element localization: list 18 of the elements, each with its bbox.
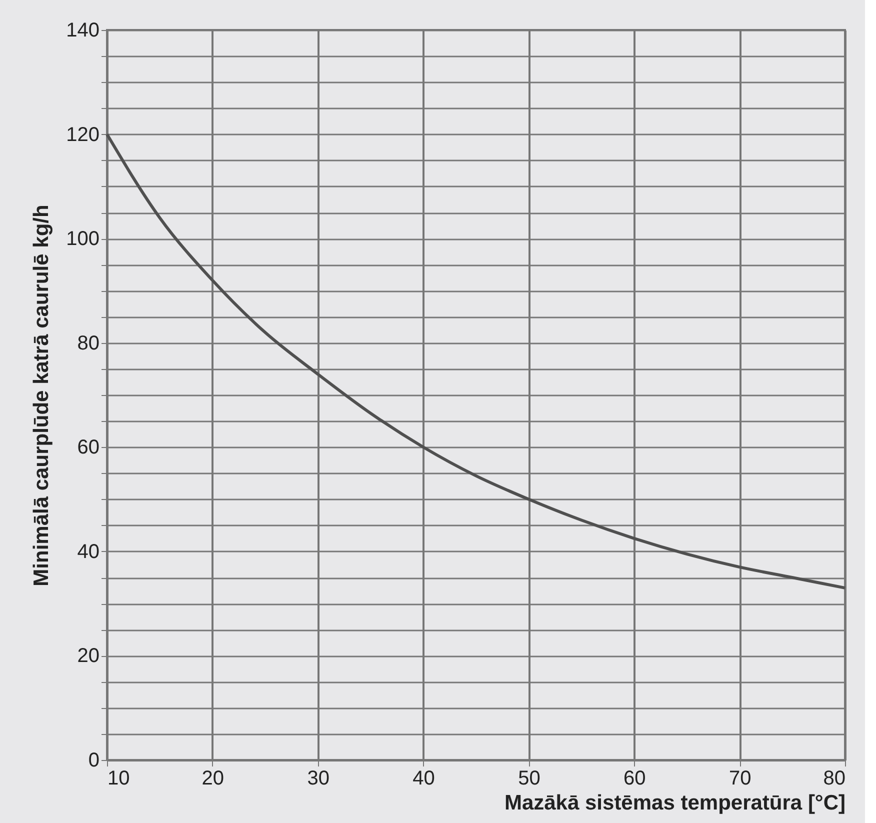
x-tick-label: 60 <box>624 768 646 790</box>
x-tick-label: 50 <box>518 768 540 790</box>
y-tick-label: 20 <box>77 645 100 668</box>
x-tick-label: 30 <box>307 768 330 790</box>
y-tick-label: 0 <box>88 750 100 772</box>
y-tick-label: 80 <box>77 332 100 354</box>
x-tick-label: 20 <box>202 768 224 790</box>
y-tick-label: 120 <box>66 124 100 146</box>
y-tick-label: 40 <box>77 540 100 563</box>
x-tick-label: 80 <box>823 768 846 790</box>
y-tick-label: 100 <box>66 228 100 250</box>
x-tick-label: 70 <box>728 768 752 790</box>
y-tick-label: 140 <box>66 20 100 42</box>
y-axis-title: Minimālā caurplūde katrā caurulē kg/h <box>30 204 54 586</box>
y-tick-label: 60 <box>77 436 100 459</box>
x-axis-title: Mazākā sistēmas temperatūra [°C] <box>504 792 846 814</box>
x-tick-label: 40 <box>412 768 435 790</box>
x-tick-label: 10 <box>108 768 130 790</box>
